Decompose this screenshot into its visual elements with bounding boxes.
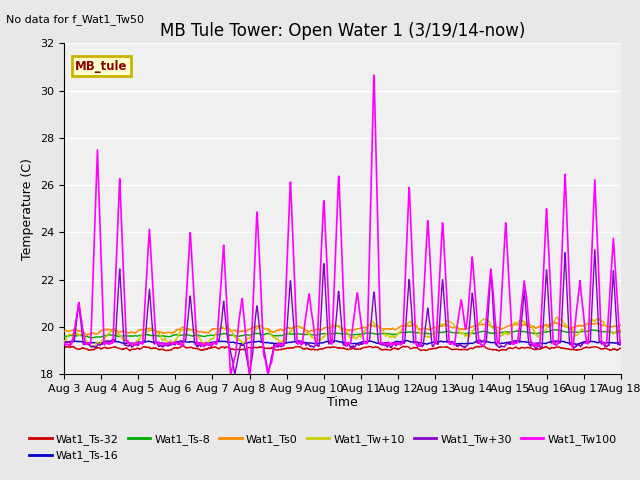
- Legend: Wat1_Ts-32, Wat1_Ts-16, Wat1_Ts-8, Wat1_Ts0, Wat1_Tw+10, Wat1_Tw+30, Wat1_Tw100: Wat1_Ts-32, Wat1_Ts-16, Wat1_Ts-8, Wat1_…: [25, 430, 621, 466]
- Text: No data for f_Wat1_Tw50: No data for f_Wat1_Tw50: [6, 14, 145, 25]
- Text: MB_tule: MB_tule: [75, 60, 127, 73]
- Title: MB Tule Tower: Open Water 1 (3/19/14-now): MB Tule Tower: Open Water 1 (3/19/14-now…: [160, 22, 525, 40]
- Y-axis label: Temperature (C): Temperature (C): [22, 158, 35, 260]
- X-axis label: Time: Time: [327, 396, 358, 408]
